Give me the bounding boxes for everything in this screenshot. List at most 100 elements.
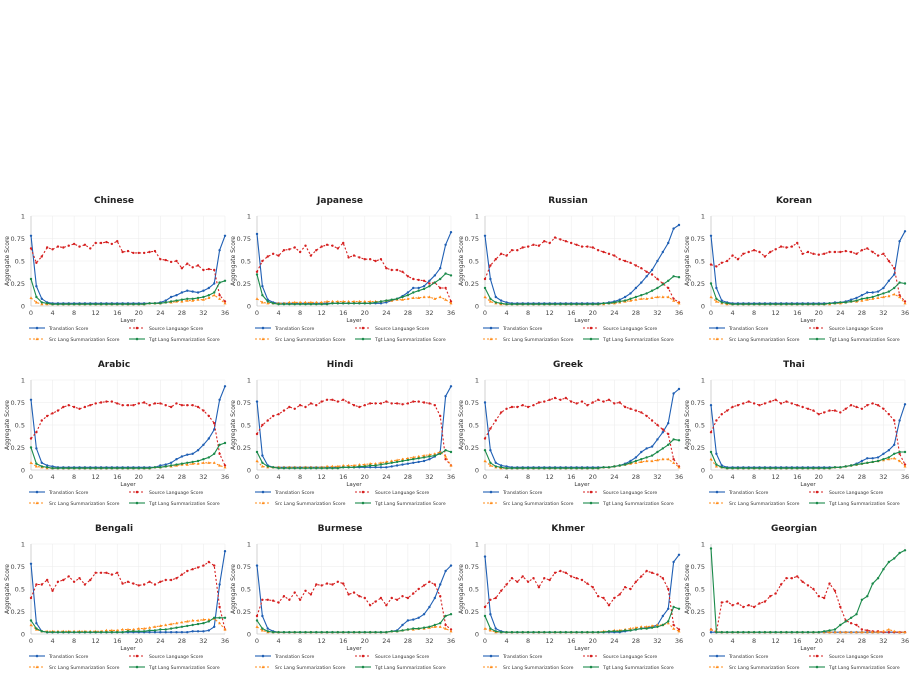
data-point [433, 404, 437, 407]
data-point [790, 303, 794, 306]
data-point [489, 297, 492, 300]
legend-label: Src Lang Summarization Score [729, 337, 800, 343]
data-point [158, 624, 162, 627]
data-point [666, 621, 670, 625]
data-point [483, 437, 487, 440]
data-point [903, 230, 907, 233]
data-point [352, 463, 356, 467]
data-point [444, 623, 447, 627]
x-tick-label: 36 [447, 637, 455, 645]
data-point [186, 631, 189, 634]
data-point [417, 460, 420, 464]
data-point [368, 464, 372, 467]
data-point [866, 595, 869, 598]
data-point [564, 467, 568, 470]
data-point [207, 618, 211, 621]
data-point [709, 263, 713, 266]
data-point [499, 302, 503, 305]
data-point [401, 403, 404, 406]
data-point [56, 580, 60, 583]
data-point [543, 240, 546, 243]
data-point [315, 249, 318, 252]
data-point [844, 249, 847, 253]
data-point [790, 577, 794, 580]
data-point [892, 456, 896, 460]
data-point [401, 459, 404, 463]
data-point [898, 294, 901, 297]
data-point [191, 630, 194, 633]
series-line [30, 235, 226, 304]
data-point [640, 627, 643, 630]
data-point [656, 573, 659, 576]
legend-label: Tgt Lang Summarization Score [148, 337, 220, 343]
data-point [153, 583, 157, 586]
data-point [521, 404, 524, 407]
data-point [882, 252, 885, 255]
data-point [266, 255, 269, 258]
legend-label: Translation Score [274, 490, 315, 496]
data-point [444, 449, 447, 452]
data-point [516, 631, 519, 634]
data-point [223, 300, 227, 303]
data-point [672, 297, 675, 300]
data-point [747, 467, 750, 470]
data-point [661, 295, 665, 299]
data-point [806, 407, 810, 410]
data-point [882, 407, 885, 410]
data-point [374, 259, 377, 263]
data-point [363, 302, 366, 305]
data-point [320, 303, 323, 306]
data-point [709, 547, 713, 550]
data-point [180, 267, 184, 270]
legend-label: Source Language Score [829, 654, 883, 660]
x-tick-label: 16 [793, 637, 801, 645]
data-point [613, 254, 616, 257]
data-point [271, 599, 275, 602]
data-point [35, 285, 38, 288]
data-point [213, 625, 216, 628]
data-point [83, 583, 87, 586]
data-point [650, 296, 654, 299]
data-point [89, 467, 92, 470]
data-point [131, 627, 135, 631]
data-point [839, 411, 842, 414]
legend-marker [815, 326, 819, 330]
legend-marker [489, 665, 493, 669]
data-point [395, 268, 399, 272]
data-point [422, 287, 426, 291]
data-point [537, 631, 541, 634]
data-point [720, 631, 723, 634]
data-point [709, 234, 713, 237]
data-point [277, 631, 280, 634]
data-point [207, 629, 211, 632]
data-point [384, 460, 388, 463]
series-tgt-summ [255, 613, 453, 634]
data-point [494, 630, 497, 633]
data-point [855, 252, 858, 255]
data-point [898, 419, 901, 422]
data-point [159, 466, 162, 469]
data-point [218, 249, 221, 252]
data-point [207, 414, 211, 418]
data-point [180, 404, 184, 407]
data-point [260, 464, 264, 468]
data-point [282, 595, 286, 598]
x-tick-label: 28 [178, 637, 186, 645]
data-point [656, 438, 659, 441]
series-tgt-summ [709, 450, 907, 470]
x-tick-label: 0 [255, 473, 259, 481]
data-point [758, 404, 761, 407]
data-point [126, 630, 130, 633]
data-point [564, 571, 568, 574]
legend-entry: Tgt Lang Summarization Score [809, 501, 900, 507]
data-point [763, 631, 767, 634]
legend-label: Translation Score [728, 654, 769, 660]
legend-label: Src Lang Summarization Score [275, 337, 346, 343]
series-line [710, 282, 906, 305]
data-point [715, 265, 718, 268]
x-tick-label: 28 [178, 473, 186, 481]
data-point [191, 462, 195, 465]
data-point [288, 248, 291, 251]
